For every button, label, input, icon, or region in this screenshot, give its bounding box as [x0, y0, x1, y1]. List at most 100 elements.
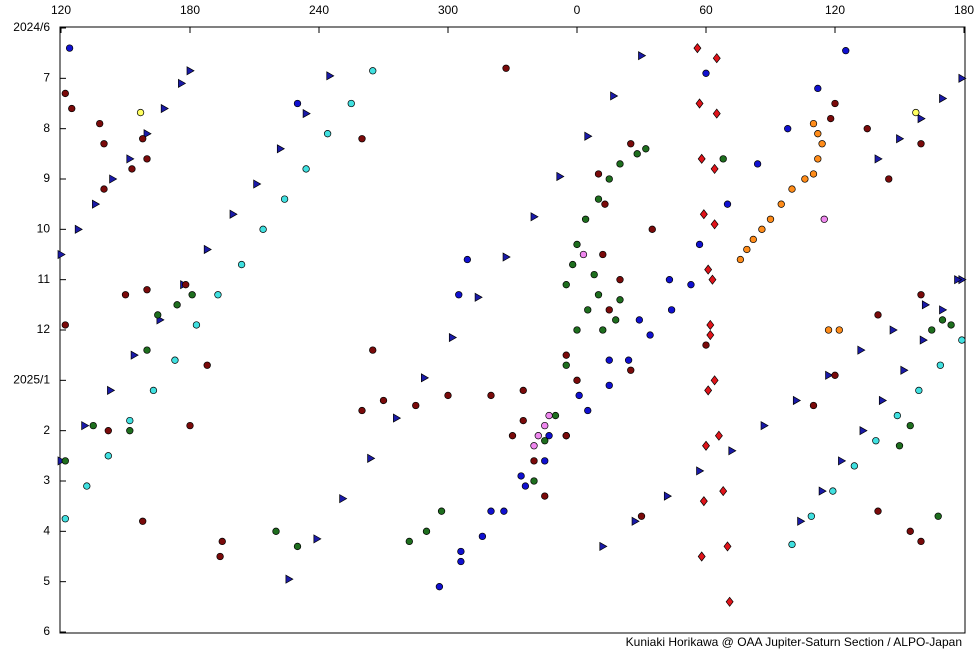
x-tick-label: 120 — [51, 3, 71, 17]
point — [788, 540, 796, 549]
point — [575, 391, 583, 400]
x-tick-label: 240 — [309, 3, 329, 17]
point — [912, 108, 920, 117]
point — [435, 583, 444, 591]
point — [801, 175, 809, 183]
point — [188, 291, 196, 299]
point — [616, 296, 624, 304]
point — [919, 335, 928, 345]
point — [827, 114, 835, 123]
point — [896, 134, 905, 144]
point — [92, 199, 101, 209]
point — [792, 395, 802, 406]
point — [885, 175, 893, 183]
point — [648, 225, 656, 233]
point — [545, 411, 553, 420]
point — [835, 326, 843, 334]
point — [545, 432, 553, 440]
y-tick-label: 5 — [43, 574, 50, 588]
point — [584, 306, 592, 314]
point — [457, 547, 465, 556]
x-tick-label: 60 — [699, 3, 713, 17]
point — [421, 373, 430, 383]
point — [502, 64, 510, 72]
point — [530, 212, 539, 222]
point — [665, 276, 674, 284]
x-tick-label: 180 — [180, 3, 200, 17]
point — [627, 140, 635, 148]
point — [710, 163, 719, 175]
y-tick-label: 2024/6 — [13, 20, 50, 34]
point — [541, 437, 549, 445]
point — [874, 507, 882, 515]
point — [638, 51, 647, 61]
point — [719, 155, 727, 163]
x-tick-label: 0 — [574, 3, 581, 17]
point — [534, 432, 542, 440]
point — [947, 321, 955, 329]
point — [939, 93, 948, 104]
point — [104, 427, 112, 435]
point — [714, 430, 723, 441]
point — [203, 244, 212, 255]
point — [541, 492, 549, 500]
point — [708, 274, 717, 285]
point — [139, 517, 147, 525]
point — [573, 326, 581, 334]
point — [326, 71, 335, 81]
point — [704, 264, 713, 275]
point — [831, 371, 839, 379]
point — [814, 130, 822, 138]
point — [313, 534, 322, 544]
point — [831, 99, 839, 108]
point — [702, 440, 710, 451]
point — [633, 150, 641, 158]
point — [863, 125, 871, 133]
point — [590, 270, 598, 279]
point — [323, 130, 332, 138]
point — [712, 108, 721, 119]
point — [599, 326, 607, 334]
point — [57, 249, 66, 260]
point — [667, 306, 676, 314]
point — [562, 432, 570, 440]
point — [893, 411, 901, 420]
point — [706, 329, 715, 341]
point — [276, 144, 286, 154]
point — [160, 103, 169, 114]
point — [448, 332, 458, 343]
point — [457, 557, 465, 566]
point — [107, 385, 116, 396]
point — [784, 125, 792, 133]
point — [824, 326, 833, 334]
point — [697, 551, 706, 562]
point — [530, 477, 538, 485]
point — [777, 200, 785, 208]
point — [859, 426, 868, 436]
point — [569, 260, 577, 269]
credit: Kuniaki Horikawa @ OAA Jupiter-Saturn Se… — [626, 635, 962, 649]
point — [422, 527, 431, 535]
point — [594, 195, 603, 203]
point — [81, 421, 90, 431]
point — [178, 78, 187, 88]
point — [921, 300, 931, 310]
point — [758, 225, 766, 233]
point — [502, 252, 511, 262]
point — [143, 129, 152, 139]
point — [917, 537, 925, 546]
point — [562, 281, 570, 289]
point — [530, 442, 538, 450]
point — [369, 67, 377, 75]
point — [369, 346, 377, 354]
point — [874, 311, 882, 319]
point — [599, 250, 607, 259]
point — [605, 306, 613, 314]
point — [171, 356, 179, 364]
point — [136, 108, 145, 117]
point — [599, 541, 608, 552]
point — [272, 527, 280, 535]
point — [878, 395, 888, 406]
point — [601, 200, 609, 208]
